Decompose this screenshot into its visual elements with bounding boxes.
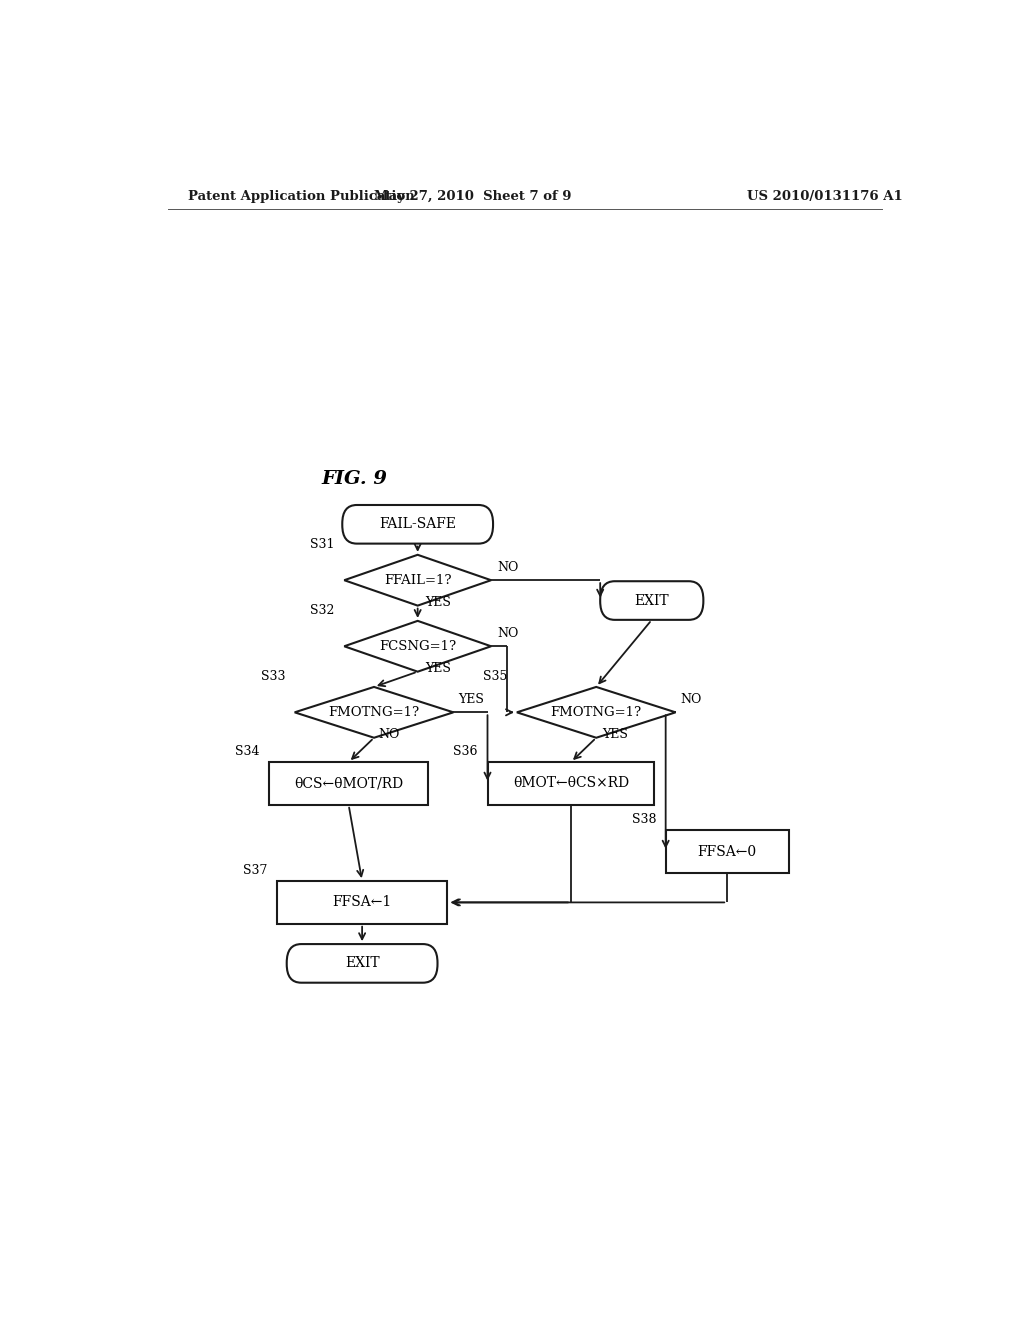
Text: S31: S31 — [310, 537, 335, 550]
Text: YES: YES — [602, 727, 629, 741]
Text: NO: NO — [379, 727, 400, 741]
Text: FFSA←1: FFSA←1 — [333, 895, 392, 909]
Text: θMOT←θCS×RD: θMOT←θCS×RD — [513, 776, 629, 791]
Text: NO: NO — [680, 693, 701, 706]
FancyBboxPatch shape — [342, 506, 494, 544]
Text: May 27, 2010  Sheet 7 of 9: May 27, 2010 Sheet 7 of 9 — [375, 190, 572, 202]
Text: FMOTNG=1?: FMOTNG=1? — [551, 706, 642, 719]
Text: EXIT: EXIT — [635, 594, 669, 607]
Text: FMOTNG=1?: FMOTNG=1? — [329, 706, 420, 719]
Bar — [269, 762, 428, 805]
Text: NO: NO — [498, 561, 519, 574]
Bar — [487, 762, 654, 805]
Polygon shape — [517, 686, 676, 738]
Text: FAIL-SAFE: FAIL-SAFE — [379, 517, 456, 532]
Text: Patent Application Publication: Patent Application Publication — [187, 190, 415, 202]
Polygon shape — [344, 554, 492, 606]
Text: EXIT: EXIT — [345, 957, 380, 970]
Text: YES: YES — [426, 595, 452, 609]
Text: NO: NO — [498, 627, 519, 640]
Text: YES: YES — [458, 693, 484, 706]
Text: US 2010/0131176 A1: US 2010/0131176 A1 — [748, 190, 903, 202]
Text: θCS←θMOT/RD: θCS←θMOT/RD — [294, 776, 403, 791]
Text: S37: S37 — [243, 865, 267, 876]
Text: S36: S36 — [454, 744, 478, 758]
Bar — [276, 880, 447, 924]
Text: S38: S38 — [632, 813, 656, 826]
Text: S33: S33 — [261, 669, 285, 682]
Bar — [666, 830, 788, 873]
Text: S34: S34 — [236, 744, 260, 758]
Text: FFAIL=1?: FFAIL=1? — [384, 574, 452, 586]
Polygon shape — [295, 686, 454, 738]
FancyBboxPatch shape — [287, 944, 437, 982]
Text: S32: S32 — [310, 603, 335, 616]
Text: FFSA←0: FFSA←0 — [697, 845, 757, 858]
Text: S35: S35 — [483, 669, 507, 682]
Polygon shape — [344, 620, 492, 672]
Text: FIG. 9: FIG. 9 — [322, 470, 387, 487]
Text: YES: YES — [426, 661, 452, 675]
FancyBboxPatch shape — [600, 581, 703, 620]
Text: FCSNG=1?: FCSNG=1? — [379, 640, 457, 653]
